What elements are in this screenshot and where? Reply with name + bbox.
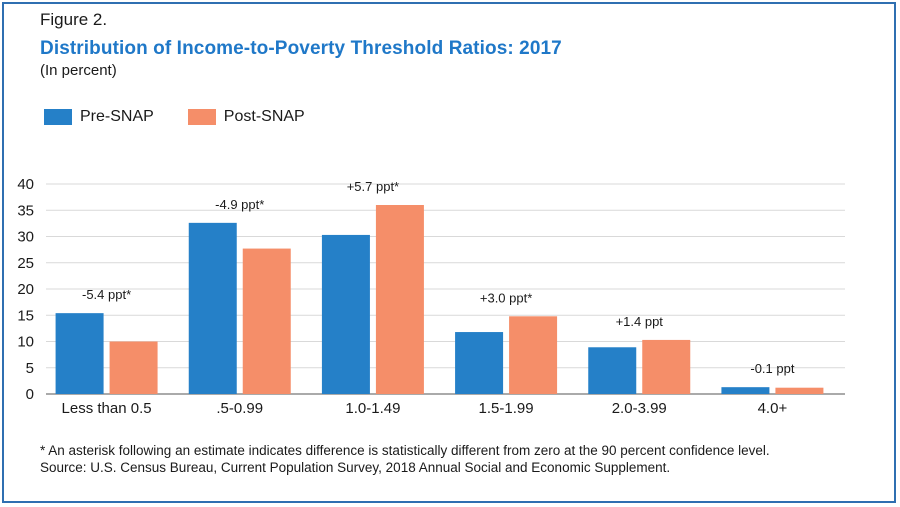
- x-tick-label: 1.5-1.99: [479, 400, 534, 417]
- y-tick-label: 15: [17, 307, 34, 324]
- y-tick-label: 20: [17, 281, 34, 298]
- legend-swatch-post-snap: [187, 109, 216, 125]
- source-note: Source: U.S. Census Bureau, Current Popu…: [40, 460, 671, 475]
- bar-post-snap: [775, 387, 824, 394]
- bar-post-snap: [375, 205, 424, 394]
- chart-notes: * An asterisk following an estimate indi…: [40, 442, 860, 476]
- x-tick-label: 1.0-1.49: [345, 400, 400, 417]
- figure-label: Figure 2.: [40, 10, 108, 29]
- bar-post-snap: [242, 248, 291, 394]
- bar-pre-snap: [455, 332, 504, 394]
- x-tick-label: Less than 0.5: [62, 400, 152, 417]
- bar-pre-snap: [321, 234, 370, 394]
- difference-label: -4.9 ppt*: [215, 197, 264, 212]
- y-tick-label: 35: [17, 202, 34, 219]
- legend-swatch-pre-snap: [44, 109, 72, 125]
- chart-legend: Pre-SNAP Post-SNAP: [44, 108, 339, 126]
- legend-label-pre-snap: Pre-SNAP: [80, 108, 154, 125]
- x-tick-label: 4.0+: [758, 400, 788, 417]
- legend-label-post-snap: Post-SNAP: [223, 108, 305, 125]
- bar-pre-snap: [721, 387, 770, 394]
- legend-item-pre-snap: Pre-SNAP: [44, 108, 154, 126]
- chart-title: Distribution of Income-to-Poverty Thresh…: [40, 38, 562, 59]
- bar-pre-snap: [588, 347, 637, 394]
- y-tick-label: 10: [17, 334, 34, 351]
- chart-subtitle: (In percent): [40, 62, 117, 79]
- x-tick-label: .5-0.99: [216, 400, 263, 417]
- bar-pre-snap: [188, 222, 237, 394]
- y-tick-label: 25: [17, 255, 34, 272]
- bar-post-snap: [109, 341, 158, 394]
- difference-label: -5.4 ppt*: [82, 287, 131, 302]
- bar-pre-snap: [55, 313, 104, 394]
- difference-label: +5.7 ppt*: [347, 179, 399, 194]
- legend-item-post-snap: Post-SNAP: [187, 108, 305, 126]
- asterisk-note: * An asterisk following an estimate indi…: [40, 443, 770, 458]
- bar-post-snap: [642, 339, 691, 394]
- x-tick-label: 2.0-3.99: [612, 400, 667, 417]
- y-tick-label: 30: [17, 229, 34, 246]
- y-tick-label: 5: [26, 360, 34, 377]
- bar-post-snap: [509, 316, 558, 394]
- y-tick-label: 40: [17, 176, 34, 193]
- difference-label: -0.1 ppt: [750, 361, 794, 376]
- difference-label: +1.4 ppt: [616, 314, 664, 329]
- y-tick-label: 0: [26, 386, 34, 403]
- difference-label: +3.0 ppt*: [480, 290, 532, 305]
